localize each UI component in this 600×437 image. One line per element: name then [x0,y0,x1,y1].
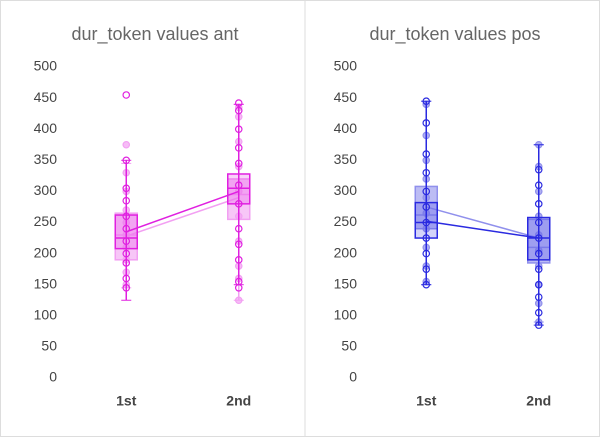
y-tick-label: 500 [34,58,58,74]
point [534,308,543,317]
point [122,91,131,99]
point [422,168,431,177]
y-tick-label: 50 [341,338,357,354]
y-tick-label: 150 [334,275,358,291]
point [234,125,243,134]
point [234,181,243,189]
mean-line [426,206,539,239]
y-tick-label: 100 [334,307,358,323]
point [234,296,243,305]
point [534,218,543,227]
point [234,256,243,264]
point [534,181,543,189]
point [534,165,543,174]
point [122,259,131,267]
point [234,99,243,107]
y-tick-label: 350 [34,151,58,167]
x-tick-label: 2nd [226,393,251,409]
y-tick-label: 500 [334,58,358,74]
point [122,156,131,165]
point [534,265,543,273]
point [122,224,131,233]
mean-line [126,196,239,237]
point [122,284,131,292]
point [422,203,431,211]
chart-title: dur_token values ant [71,24,238,45]
point [122,184,131,193]
mean-line [426,220,539,239]
y-tick-label: 50 [41,338,57,354]
point [534,293,543,301]
point [122,212,131,221]
point [122,249,131,258]
x-tick-label: 1st [416,393,437,409]
point [422,218,431,227]
y-tick-label: 450 [334,89,358,105]
mean-line [125,190,240,233]
y-tick-label: 0 [349,369,357,385]
point [234,106,243,115]
point [122,237,131,245]
point [422,119,431,127]
point [422,280,431,289]
point [422,234,431,242]
y-tick-label: 250 [34,213,58,229]
point [122,196,131,205]
x-tick-label: 2nd [526,393,551,409]
point [534,280,543,289]
point [234,240,243,249]
point [234,144,243,152]
point [422,249,431,258]
point [422,187,431,196]
chart-title: dur_token values pos [369,24,540,45]
point [422,97,431,106]
point [422,150,431,158]
point [122,274,131,283]
y-tick-label: 0 [49,369,57,385]
y-tick-label: 250 [334,213,358,229]
point [234,159,243,168]
y-tick-label: 100 [34,307,58,323]
point [534,200,543,208]
y-tick-label: 450 [34,89,58,105]
point [234,200,243,208]
y-tick-label: 150 [34,275,58,291]
x-tick-label: 1st [116,393,137,409]
y-tick-label: 400 [334,120,358,136]
y-tick-label: 350 [334,151,358,167]
point [534,321,543,329]
point [422,265,431,273]
y-tick-label: 300 [34,182,58,198]
y-tick-label: 400 [34,120,58,136]
y-tick-label: 200 [34,244,58,260]
point [234,277,243,286]
point [122,140,131,149]
point [534,249,543,258]
point [234,224,243,233]
box [414,201,438,239]
y-tick-label: 200 [334,244,358,260]
y-tick-label: 300 [334,182,358,198]
